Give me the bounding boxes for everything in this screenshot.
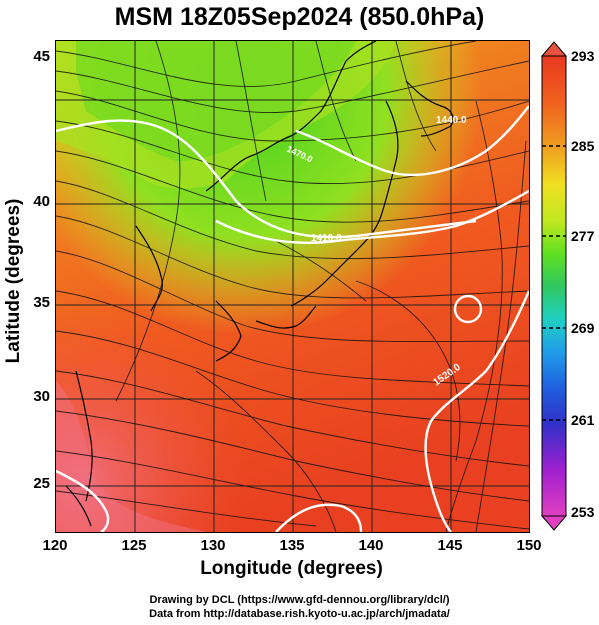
colorbar-tick-293: 293 — [571, 48, 595, 64]
chart-title: MSM 18Z05Sep2024 (850.0hPa) — [114, 3, 485, 31]
credit-drawing: Drawing by DCL (https://www.gfd-dennou.o… — [149, 594, 450, 606]
streamlines — [56, 41, 529, 532]
y-tick-30: 30 — [33, 388, 50, 405]
grid-lines — [56, 41, 529, 532]
x-tick-135: 135 — [279, 537, 305, 554]
colorbar-tick-261: 261 — [571, 412, 595, 428]
x-tick-145: 145 — [437, 537, 463, 554]
x-axis-label: Longitude (degrees) — [200, 558, 383, 579]
colorbar-top-triangle — [540, 41, 568, 57]
colorbar-tick-277: 277 — [571, 228, 595, 244]
x-tick-130: 130 — [200, 537, 226, 554]
y-tick-45: 45 — [33, 48, 50, 65]
colorbar-tick-253: 253 — [571, 504, 595, 520]
credit-data: Data from http://database.rish.kyoto-u.a… — [149, 608, 450, 620]
x-tick-140: 140 — [358, 537, 384, 554]
map-plot-area[interactable]: 1440.0 1410.0 1470.0 1520.0 — [55, 40, 530, 533]
contour-label-2: 1410.0 — [311, 233, 342, 244]
y-tick-35: 35 — [33, 294, 50, 311]
colorbar-bottom-triangle — [540, 515, 568, 531]
colorbar-tick-269: 269 — [571, 320, 595, 336]
x-tick-120: 120 — [42, 537, 68, 554]
geopotential-contours — [56, 105, 529, 532]
colorbar-body — [541, 55, 567, 517]
contour-label-1: 1440.0 — [436, 115, 467, 126]
y-tick-40: 40 — [33, 193, 50, 210]
colorbar — [540, 41, 568, 531]
x-tick-125: 125 — [121, 537, 147, 554]
x-tick-150: 150 — [516, 537, 542, 554]
map-svg: 1440.0 1410.0 1470.0 1520.0 — [56, 41, 529, 532]
y-tick-25: 25 — [33, 475, 50, 492]
colorbar-tick-285: 285 — [571, 138, 595, 154]
